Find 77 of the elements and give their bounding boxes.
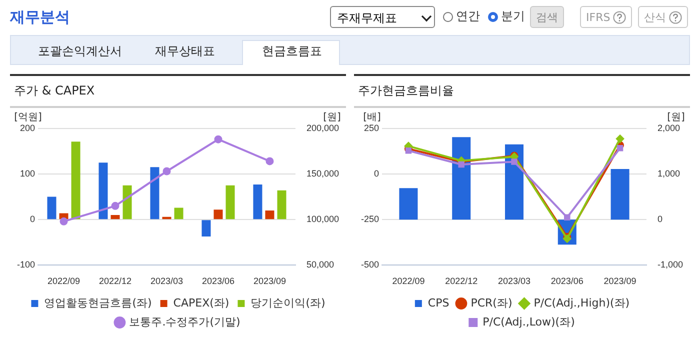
y-tick-label: 0 [374, 168, 380, 178]
x-tick-label: 2023/09 [604, 276, 636, 286]
y-axis-title: [배] [363, 112, 381, 123]
point [111, 202, 120, 210]
bar [226, 185, 235, 220]
text: 산식 [644, 10, 666, 24]
x-tick-label: 2023/09 [253, 276, 286, 286]
text: 현금흐름표 [262, 43, 322, 60]
bar [202, 220, 211, 236]
x-tick-label: 2022/09 [392, 276, 425, 286]
bar [71, 142, 80, 220]
bar [265, 210, 274, 220]
point [616, 134, 624, 143]
point [458, 161, 464, 168]
y-tick-label: -100 [17, 260, 36, 270]
legend-label: CPS [428, 296, 450, 310]
legend-label: P/C(Adj.,Low)(좌) [482, 315, 575, 328]
y2-tick-label: 50,000 [306, 260, 334, 270]
bar [150, 167, 160, 220]
bar [122, 185, 132, 220]
y2-tick-label: 1,000 [657, 168, 680, 178]
chart-title: 주가 & CAPEX [14, 83, 95, 98]
x-tick-label: 2023/06 [202, 276, 235, 286]
x-tick-label: 2022/12 [445, 276, 478, 286]
y2-tick-label: 200,000 [306, 122, 340, 133]
bar [98, 162, 108, 220]
x-tick-label: 2023/06 [550, 276, 584, 286]
y2-tick-label: 0 [657, 214, 662, 224]
y-tick-label: 0 [30, 214, 36, 224]
point [266, 157, 274, 166]
text: 분기 [501, 8, 525, 25]
point [214, 135, 222, 144]
bar [214, 210, 223, 220]
chart-title: 주가현금흐름비율 [358, 83, 454, 98]
y2-tick-label: -1,000 [657, 260, 684, 270]
bar [110, 215, 120, 220]
legend-label: CAPEX(좌) [173, 296, 230, 310]
y-axis-title: [억원] [14, 112, 42, 123]
y-tick-label: 200 [20, 122, 36, 133]
y2-axis-title: [원] [667, 112, 685, 123]
legend-label: 당기순이익(좌) [250, 296, 326, 310]
y2-tick-label: 150,000 [306, 168, 340, 178]
y-tick-label: -250 [361, 214, 380, 224]
bar [47, 196, 56, 220]
legend-label: 영업활동현금흐름(좌) [44, 296, 152, 310]
text: 재무상태표 [155, 43, 215, 60]
text: 주재무제표 [330, 6, 435, 28]
y-tick-label: -500 [361, 260, 380, 270]
point [511, 158, 518, 165]
x-tick-label: 2023/03 [498, 276, 531, 286]
x-tick-label: 2022/12 [98, 276, 132, 286]
bar [174, 208, 184, 220]
y2-tick-label: 100,000 [306, 214, 340, 224]
text: 검색 [530, 6, 564, 28]
y-tick-label: 250 [364, 122, 380, 133]
legend-label: PCR(좌) [470, 296, 512, 310]
y2-axis-title: [원] [323, 112, 341, 123]
text: IFRS [586, 10, 610, 24]
y-tick-label: 100 [20, 168, 36, 178]
point [162, 167, 171, 176]
point [564, 214, 570, 221]
x-tick-label: 2023/03 [150, 276, 184, 286]
point [405, 148, 412, 154]
point [60, 217, 68, 226]
x-tick-label: 2022/09 [47, 276, 80, 286]
bar [253, 184, 262, 220]
legend-label: P/C(Adj.,High)(좌) [534, 296, 630, 310]
y2-tick-label: 2,000 [657, 122, 680, 133]
bar [610, 168, 630, 220]
legend-label: 보통주.수정주가(기말) [129, 315, 240, 328]
bar [452, 137, 471, 220]
text: 연간 [456, 8, 480, 25]
point [616, 144, 624, 152]
bar [277, 190, 286, 220]
text: 포괄손익계산서 [38, 43, 122, 60]
text: 재무분석 [10, 8, 70, 27]
bar [399, 188, 418, 220]
